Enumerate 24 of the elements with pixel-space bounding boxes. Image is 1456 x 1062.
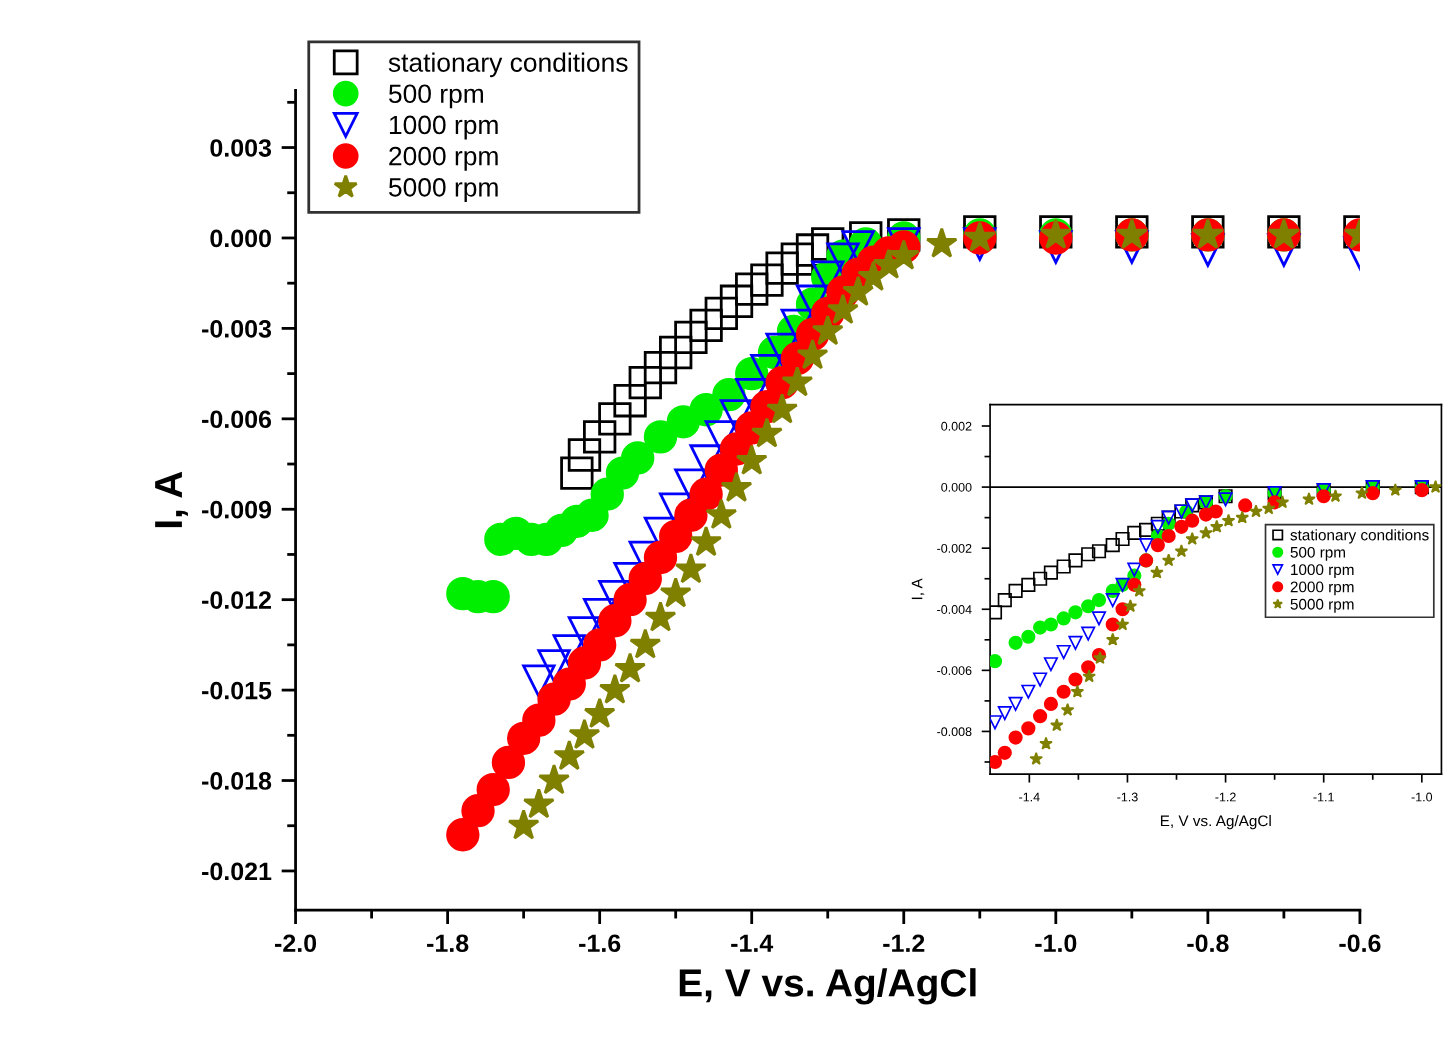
x-tick-label: -1.0 bbox=[1035, 934, 1077, 953]
x-tick-label: -1.6 bbox=[579, 934, 621, 953]
y-tick-label: -0.006 bbox=[202, 410, 272, 429]
x-tick-label: -1.2 bbox=[883, 934, 925, 952]
legend-label: 1000 rpm bbox=[389, 115, 498, 140]
x-tick-label: -2.0 bbox=[275, 934, 317, 953]
x-tick-label: -1.8 bbox=[427, 934, 469, 953]
x-tick-label: -1.4 bbox=[731, 934, 774, 952]
x-tick-label: -0.8 bbox=[1187, 934, 1229, 953]
y-tick-label: -0.018 bbox=[202, 772, 272, 790]
y-tick-label: -0.003 bbox=[202, 319, 272, 338]
y-tick-label: 0.000 bbox=[210, 229, 271, 248]
y-tick-label: 0.003 bbox=[210, 139, 272, 157]
legend-label: 500 rpm bbox=[388, 84, 483, 109]
legend-label: stationary conditions bbox=[388, 52, 628, 78]
legend-label: 5000 rpm bbox=[388, 178, 498, 202]
x-tick-label: -0.6 bbox=[1339, 934, 1381, 953]
y-axis-title: I, A bbox=[155, 471, 188, 528]
y-tick-label: -0.012 bbox=[202, 591, 271, 609]
legend-label: 2000 rpm bbox=[389, 146, 498, 171]
x-axis-title: E, V vs. Ag/AgCl bbox=[679, 968, 976, 1005]
y-tick-label: -0.009 bbox=[202, 500, 272, 519]
y-tick-label: -0.015 bbox=[202, 681, 272, 700]
y-tick-label: -0.021 bbox=[202, 862, 272, 881]
